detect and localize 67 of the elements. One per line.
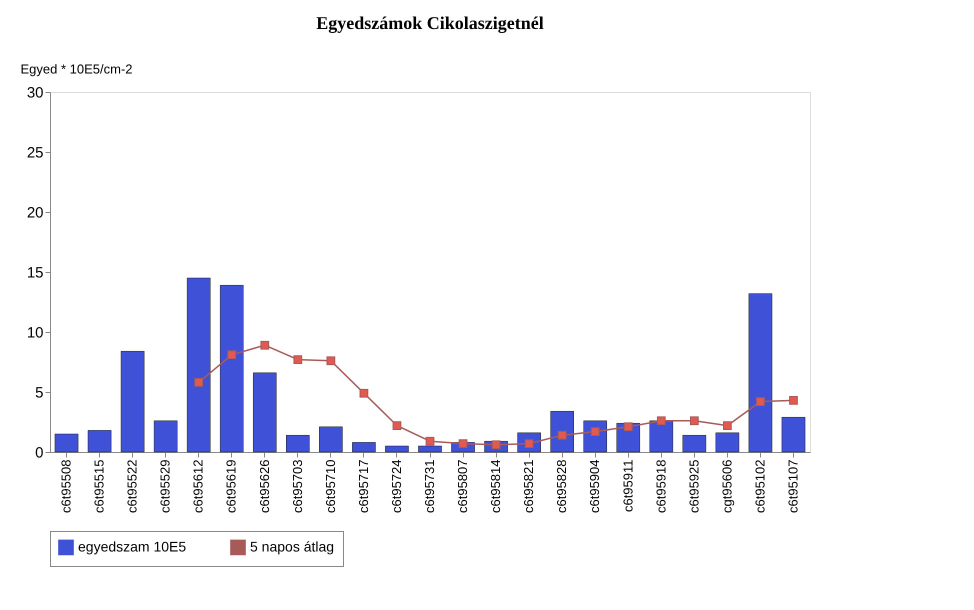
y-axis-title: Egyed * 10E5/cm-2 — [20, 62, 133, 76]
point — [590, 427, 600, 436]
point — [723, 421, 732, 430]
x-tick-label: c6t95515 — [92, 460, 107, 513]
x-tick-label: c6t95522 — [124, 460, 140, 513]
point — [756, 397, 765, 406]
x-tick-label: c6t95807 — [455, 460, 470, 513]
point — [260, 340, 270, 350]
bar — [682, 434, 706, 452]
x-tick-label: c6t95814 — [488, 460, 504, 513]
x-tick-label: c6t95925 — [686, 460, 702, 513]
x-tick-label: c6t95911 — [620, 460, 636, 512]
bar — [186, 278, 211, 452]
point — [656, 416, 666, 426]
point — [624, 422, 633, 432]
y-tick-label: 25 — [26, 144, 44, 162]
bar — [782, 416, 806, 452]
x-tick-label: c6t95619 — [224, 460, 239, 513]
point — [326, 356, 336, 366]
point — [789, 396, 798, 405]
x-tick-label: c6t95529 — [158, 460, 173, 513]
bar — [252, 372, 277, 452]
x-tick-label: c6t95918 — [653, 460, 668, 513]
x-tick-label: cgt95606 — [719, 460, 734, 513]
point — [392, 421, 402, 430]
bar — [649, 420, 674, 452]
x-tick-label: c6t95828 — [554, 460, 570, 513]
point — [293, 355, 302, 364]
point — [360, 388, 368, 398]
x-tick-label: c6t95508 — [58, 460, 74, 513]
x-tick-label: c6t95107 — [785, 460, 800, 513]
x-tick-label: c6t95703 — [290, 460, 305, 513]
point — [558, 430, 567, 440]
legend-label: 5 napos átlag — [250, 538, 334, 554]
legend-label: egyedszam 10E5 — [78, 538, 186, 554]
x-tick-label: c6t95710 — [322, 460, 338, 513]
x-tick-label: c6t95612 — [190, 460, 206, 513]
y-tick-label: 15 — [26, 264, 44, 282]
bar — [54, 434, 78, 452]
bar — [154, 420, 178, 452]
y-tick-label: 20 — [26, 204, 44, 222]
x-tick-label: c6t95102 — [752, 460, 768, 513]
bar — [88, 430, 112, 452]
point — [690, 416, 699, 426]
bar — [286, 434, 310, 452]
y-tick-label: 10 — [26, 324, 44, 342]
chart-title: Egyedszámok Cikolaszigetnél — [316, 13, 544, 33]
bar — [352, 442, 376, 452]
bar — [748, 293, 772, 452]
y-tick-label: 5 — [35, 384, 44, 402]
bar — [418, 446, 442, 452]
x-tick-label: c6t95731 — [422, 460, 437, 513]
bar — [385, 446, 409, 452]
x-tick-label: c6t95724 — [388, 460, 404, 513]
x-tick-label: c6t95717 — [356, 460, 371, 513]
bar — [120, 350, 144, 452]
x-tick-label: c6t95626 — [256, 460, 272, 513]
point — [227, 350, 236, 360]
y-tick-label: 0 — [35, 444, 44, 462]
x-tick-label: c6t95821 — [521, 460, 536, 513]
x-tick-label: c6t95904 — [587, 460, 602, 513]
bar — [319, 426, 343, 452]
bar — [220, 284, 244, 452]
bar — [716, 432, 740, 452]
y-tick-label: 30 — [26, 84, 44, 102]
point — [194, 378, 204, 387]
point — [426, 436, 434, 446]
